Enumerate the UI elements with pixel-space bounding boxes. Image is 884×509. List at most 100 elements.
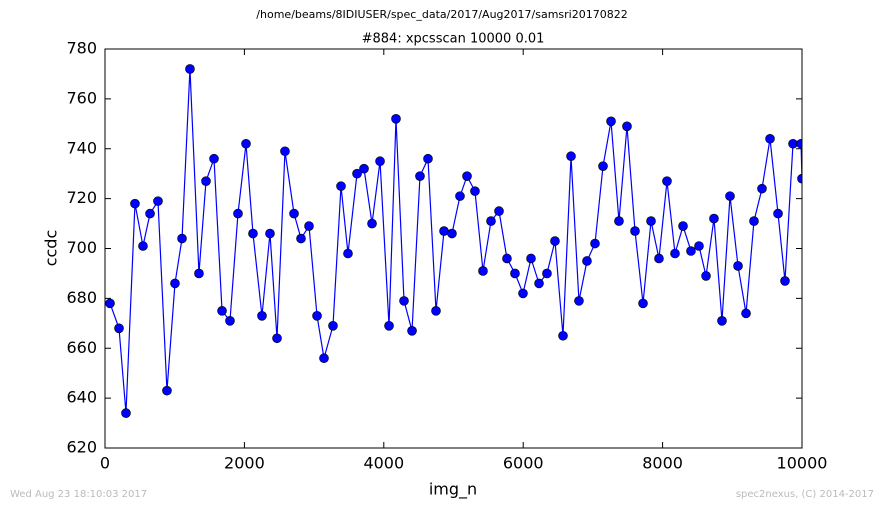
marker	[526, 253, 536, 264]
marker	[375, 156, 385, 167]
plot-frame	[104, 48, 803, 449]
marker	[757, 183, 767, 194]
marker	[352, 168, 362, 179]
y-axis-label: ccdc	[42, 230, 61, 267]
y-tick-label: 620	[66, 438, 97, 457]
marker	[384, 321, 394, 331]
marker	[431, 306, 441, 316]
marker	[662, 176, 672, 186]
marker	[780, 276, 790, 286]
marker	[407, 325, 417, 336]
marker	[265, 228, 275, 239]
marker	[741, 308, 751, 319]
marker	[162, 385, 172, 396]
marker	[470, 186, 480, 196]
y-tick-label: 640	[66, 388, 97, 407]
x-axis-label: img_n	[429, 480, 477, 500]
marker	[257, 311, 267, 321]
marker	[114, 323, 124, 334]
marker	[130, 198, 140, 209]
marker	[423, 153, 433, 164]
marker	[201, 176, 211, 186]
marker	[138, 241, 148, 251]
marker	[534, 278, 544, 289]
marker	[773, 208, 783, 219]
x-tick-label: 6000	[503, 454, 544, 473]
marker	[582, 256, 592, 266]
marker	[105, 298, 115, 309]
x-tick-label: 4000	[363, 454, 404, 473]
marker	[415, 171, 425, 181]
marker	[590, 238, 600, 249]
marker	[209, 153, 219, 164]
marker	[502, 253, 512, 264]
marker	[225, 316, 235, 326]
marker	[542, 268, 552, 279]
marker	[217, 306, 227, 316]
marker	[797, 173, 802, 184]
y-tick-label: 740	[66, 138, 97, 157]
marker	[343, 248, 353, 259]
marker	[447, 228, 457, 239]
marker	[638, 298, 648, 309]
y-tick-label: 680	[66, 288, 97, 307]
footer-right: spec2nexus, (C) 2014-2017	[736, 489, 874, 500]
plot-area	[105, 64, 802, 418]
marker	[694, 241, 704, 251]
marker	[272, 333, 282, 344]
marker	[622, 121, 632, 132]
marker	[709, 213, 719, 224]
marker	[566, 151, 576, 162]
marker	[510, 268, 520, 279]
marker	[646, 216, 656, 226]
header: /home/beams/8IDIUSER/spec_data/2017/Aug2…	[256, 8, 627, 21]
marker	[439, 226, 449, 236]
marker	[494, 206, 504, 216]
marker	[765, 133, 775, 144]
marker	[678, 221, 688, 231]
marker	[630, 226, 640, 236]
marker	[788, 138, 798, 149]
marker	[614, 216, 624, 226]
marker	[328, 321, 338, 331]
marker	[725, 191, 735, 201]
marker	[248, 228, 258, 239]
marker	[319, 353, 329, 364]
y-tick-label: 700	[66, 238, 97, 257]
marker	[399, 296, 409, 306]
y-tick-label: 760	[66, 88, 97, 107]
marker	[462, 171, 472, 181]
marker	[717, 316, 727, 326]
marker	[478, 266, 488, 276]
marker	[153, 196, 163, 206]
marker	[455, 191, 465, 201]
x-tick-label: 10000	[777, 454, 828, 473]
marker	[121, 408, 131, 418]
footer-left: Wed Aug 23 18:10:03 2017	[10, 489, 147, 500]
marker	[170, 278, 180, 289]
x-tick-label: 2000	[224, 454, 265, 473]
marker	[558, 330, 568, 341]
marker	[391, 114, 401, 124]
marker	[233, 208, 243, 219]
marker	[359, 163, 369, 174]
marker	[367, 218, 377, 229]
y-tick-label: 780	[66, 39, 97, 58]
marker	[518, 288, 528, 299]
marker	[550, 236, 560, 246]
marker	[194, 268, 204, 279]
marker	[280, 146, 290, 157]
marker	[304, 221, 314, 231]
marker	[574, 296, 584, 306]
marker	[145, 208, 155, 219]
chart-title: #884: xpcsscan 10000 0.01	[362, 32, 545, 47]
marker	[749, 216, 759, 226]
marker	[177, 233, 187, 244]
marker	[312, 311, 322, 321]
marker	[686, 246, 696, 256]
y-tick-label: 660	[66, 338, 97, 357]
marker	[296, 233, 306, 244]
x-tick-label: 8000	[642, 454, 683, 473]
marker	[796, 138, 802, 149]
